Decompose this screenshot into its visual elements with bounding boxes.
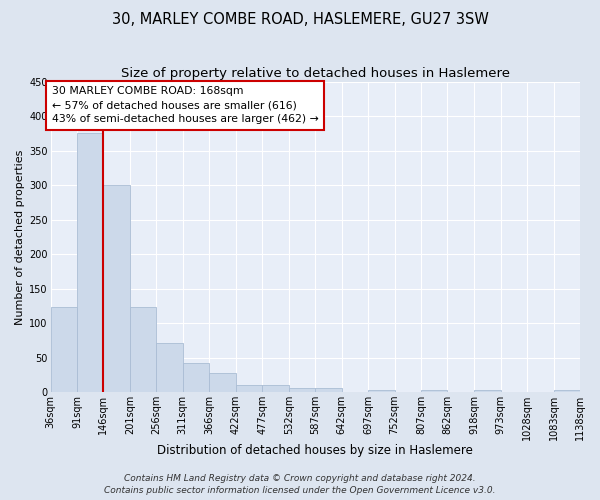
- Bar: [475, 390, 501, 392]
- Bar: [156, 343, 182, 392]
- X-axis label: Distribution of detached houses by size in Haslemere: Distribution of detached houses by size …: [157, 444, 473, 458]
- Bar: [236, 386, 262, 392]
- Bar: [289, 388, 315, 392]
- Bar: [130, 306, 156, 392]
- Text: 30 MARLEY COMBE ROAD: 168sqm
← 57% of detached houses are smaller (616)
43% of s: 30 MARLEY COMBE ROAD: 168sqm ← 57% of de…: [52, 86, 318, 124]
- Bar: [103, 185, 130, 392]
- Bar: [182, 362, 209, 392]
- Title: Size of property relative to detached houses in Haslemere: Size of property relative to detached ho…: [121, 68, 510, 80]
- Text: 30, MARLEY COMBE ROAD, HASLEMERE, GU27 3SW: 30, MARLEY COMBE ROAD, HASLEMERE, GU27 3…: [112, 12, 488, 28]
- Bar: [368, 390, 395, 392]
- Bar: [421, 390, 448, 392]
- Bar: [315, 388, 342, 392]
- Text: Contains HM Land Registry data © Crown copyright and database right 2024.
Contai: Contains HM Land Registry data © Crown c…: [104, 474, 496, 495]
- Bar: [77, 134, 103, 392]
- Bar: [262, 386, 289, 392]
- Bar: [209, 373, 236, 392]
- Y-axis label: Number of detached properties: Number of detached properties: [15, 149, 25, 324]
- Bar: [50, 306, 77, 392]
- Bar: [554, 390, 580, 392]
